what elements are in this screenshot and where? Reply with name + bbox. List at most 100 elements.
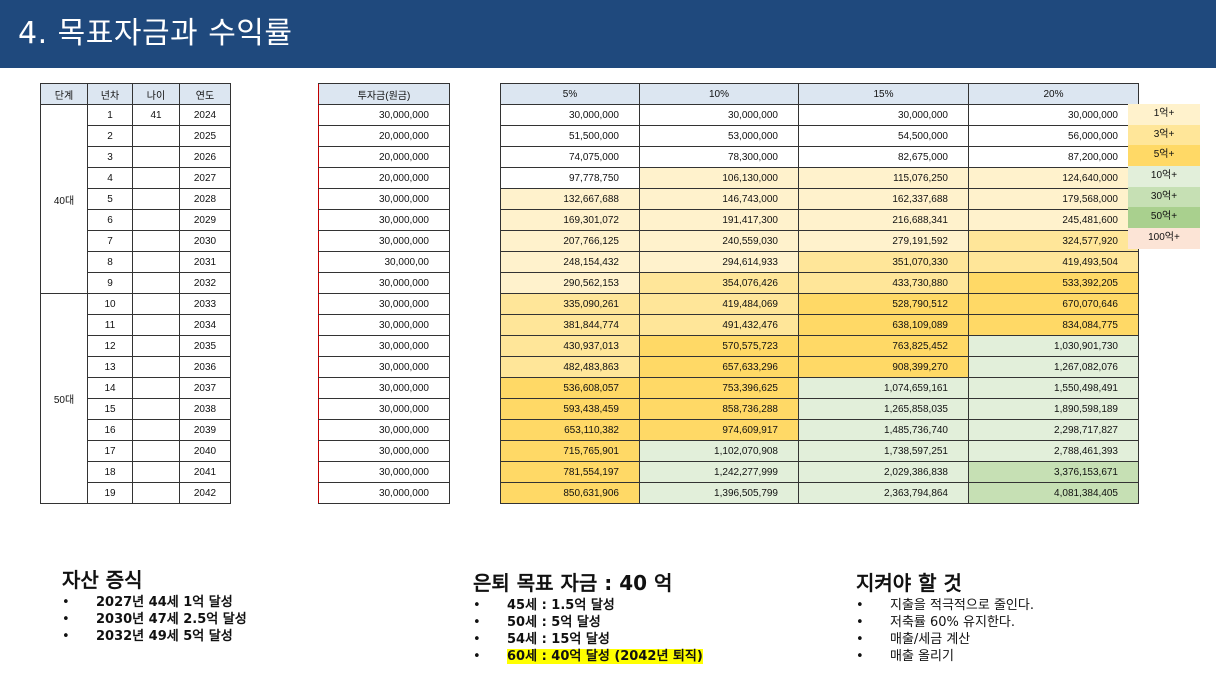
age-cell bbox=[132, 230, 180, 252]
header-bar: 4. 목표자금과 수익률 bbox=[0, 0, 1216, 68]
date-cell: 2028 bbox=[179, 188, 231, 210]
legend-item: 1억+ bbox=[1128, 104, 1200, 125]
list-item-text: 50세 : 5억 달성 bbox=[507, 615, 601, 630]
table-row: 14 2037 bbox=[41, 377, 231, 399]
age-cell bbox=[132, 188, 180, 210]
year-cell: 2 bbox=[87, 125, 133, 147]
year-cell: 3 bbox=[87, 146, 133, 168]
value-cell-20pct: 2,788,461,393 bbox=[968, 440, 1139, 462]
value-cell-15pct: 162,337,688 bbox=[798, 188, 969, 210]
table-row: 653,110,382 974,609,917 1,485,736,740 2,298… bbox=[500, 419, 1139, 441]
value-cell-5pct: 207,766,125 bbox=[500, 230, 640, 252]
table-row: 16 2039 bbox=[41, 419, 231, 441]
value-cell-20pct: 124,640,000 bbox=[968, 167, 1139, 189]
value-cell-15pct: 279,191,592 bbox=[798, 230, 969, 252]
age-cell bbox=[132, 125, 180, 147]
table-row: 30,000,000 bbox=[318, 230, 450, 252]
list-item-text: 2032년 49세 5억 달성 bbox=[96, 629, 233, 644]
principal-cell: 30,000,000 bbox=[318, 482, 450, 504]
value-cell-10pct: 30,000,000 bbox=[639, 104, 799, 126]
age-cell bbox=[132, 461, 180, 483]
value-cell-20pct: 1,267,082,076 bbox=[968, 356, 1139, 378]
year-cell: 14 bbox=[87, 377, 133, 399]
principal-cell: 30,000,000 bbox=[318, 188, 450, 210]
legend-item: 30억+ bbox=[1128, 186, 1200, 208]
value-cell-15pct: 1,265,858,035 bbox=[798, 398, 969, 420]
value-cell-20pct: 87,200,000 bbox=[968, 146, 1139, 168]
bullet-icon: • bbox=[856, 632, 864, 647]
value-cell-15pct: 351,070,330 bbox=[798, 251, 969, 273]
year-cell: 12 bbox=[87, 335, 133, 357]
value-cell-20pct: 3,376,153,671 bbox=[968, 461, 1139, 483]
col-header-15pct: 15% bbox=[798, 83, 969, 105]
date-cell: 2040 bbox=[179, 440, 231, 462]
value-cell-5pct: 51,500,000 bbox=[500, 125, 640, 147]
list-item: • 54세 : 15억 달성 bbox=[473, 631, 703, 648]
date-cell: 2041 bbox=[179, 461, 231, 483]
legend-item: 3억+ bbox=[1128, 124, 1200, 146]
list-item: • 매출/세금 계산 bbox=[856, 631, 1034, 648]
value-cell-20pct: 245,481,600 bbox=[968, 209, 1139, 231]
table-row: 335,090,261 419,484,069 528,790,512 670,070… bbox=[500, 293, 1139, 315]
page-title: 4. 목표자금과 수익률 bbox=[18, 16, 293, 51]
value-cell-10pct: 1,396,505,799 bbox=[639, 482, 799, 504]
principal-cell: 20,000,000 bbox=[318, 167, 450, 189]
age-cell bbox=[132, 146, 180, 168]
bullet-icon: • bbox=[62, 595, 70, 610]
list-item: • 저축률 60% 유지한다. bbox=[856, 614, 1034, 631]
age-cell bbox=[132, 482, 180, 504]
date-cell: 2031 bbox=[179, 251, 231, 273]
table-row: 9 2032 bbox=[41, 272, 231, 294]
date-cell: 2035 bbox=[179, 335, 231, 357]
col-header-20pct: 20% bbox=[968, 83, 1139, 105]
table-row: 30,000,000 bbox=[318, 377, 450, 399]
value-cell-20pct: 419,493,504 bbox=[968, 251, 1139, 273]
age-cell bbox=[132, 377, 180, 399]
value-cell-5pct: 781,554,197 bbox=[500, 461, 640, 483]
date-cell: 2027 bbox=[179, 167, 231, 189]
asset-list: • 2027년 44세 1억 달성 • 2030년 47세 2.5억 달성 • 2032년… bbox=[62, 594, 247, 645]
year-cell: 1 bbox=[87, 104, 133, 126]
stage-cell: 50대 bbox=[40, 293, 88, 504]
principal-cell: 30,000,000 bbox=[318, 461, 450, 483]
list-item: • 45세 : 1.5억 달성 bbox=[473, 597, 703, 614]
table-row: 30,000,000 bbox=[318, 272, 450, 294]
table-row: 850,631,906 1,396,505,799 2,363,794,864 4,0… bbox=[500, 482, 1139, 504]
value-cell-5pct: 74,075,000 bbox=[500, 146, 640, 168]
age-year-table: 단계 년차 나이 연도 40대 1 41 2024 2 2025 3 2026 4 2027 5 20… bbox=[40, 83, 231, 504]
table-row: 20,000,000 bbox=[318, 146, 450, 168]
year-cell: 18 bbox=[87, 461, 133, 483]
table-row: 207,766,125 240,559,030 279,191,592 324,577… bbox=[500, 230, 1139, 252]
date-cell: 2037 bbox=[179, 377, 231, 399]
keep-list: • 지출을 적극적으로 줄인다. • 저축률 60% 유지한다. • 매출/세금 계산 • 매… bbox=[856, 597, 1034, 665]
value-cell-10pct: 974,609,917 bbox=[639, 419, 799, 441]
table-row: 781,554,197 1,242,277,999 2,029,386,838 3,3… bbox=[500, 461, 1139, 483]
bullet-icon: • bbox=[473, 632, 481, 647]
col-header-age: 나이 bbox=[132, 83, 180, 105]
value-cell-15pct: 1,738,597,251 bbox=[798, 440, 969, 462]
value-cell-20pct: 1,030,901,730 bbox=[968, 335, 1139, 357]
year-cell: 16 bbox=[87, 419, 133, 441]
table-row: 482,483,863 657,633,296 908,399,270 1,267,0… bbox=[500, 356, 1139, 378]
principal-cell: 30,000,00 bbox=[318, 251, 450, 273]
list-item: • 2032년 49세 5억 달성 bbox=[62, 628, 247, 645]
age-cell bbox=[132, 419, 180, 441]
table-row: 13 2036 bbox=[41, 356, 231, 378]
year-cell: 8 bbox=[87, 251, 133, 273]
col-header-stage: 단계 bbox=[40, 83, 88, 105]
bullet-icon: • bbox=[62, 612, 70, 627]
value-cell-15pct: 763,825,452 bbox=[798, 335, 969, 357]
value-cell-15pct: 1,485,736,740 bbox=[798, 419, 969, 441]
table-row: 593,438,459 858,736,288 1,265,858,035 1,890… bbox=[500, 398, 1139, 420]
year-cell: 7 bbox=[87, 230, 133, 252]
value-cell-20pct: 4,081,384,405 bbox=[968, 482, 1139, 504]
table-row: 19 2042 bbox=[41, 482, 231, 504]
value-cell-15pct: 2,363,794,864 bbox=[798, 482, 969, 504]
value-cell-5pct: 132,667,688 bbox=[500, 188, 640, 210]
year-cell: 17 bbox=[87, 440, 133, 462]
date-cell: 2030 bbox=[179, 230, 231, 252]
date-cell: 2036 bbox=[179, 356, 231, 378]
table-row: 7 2030 bbox=[41, 230, 231, 252]
col-header-date: 연도 bbox=[179, 83, 231, 105]
value-cell-5pct: 536,608,057 bbox=[500, 377, 640, 399]
